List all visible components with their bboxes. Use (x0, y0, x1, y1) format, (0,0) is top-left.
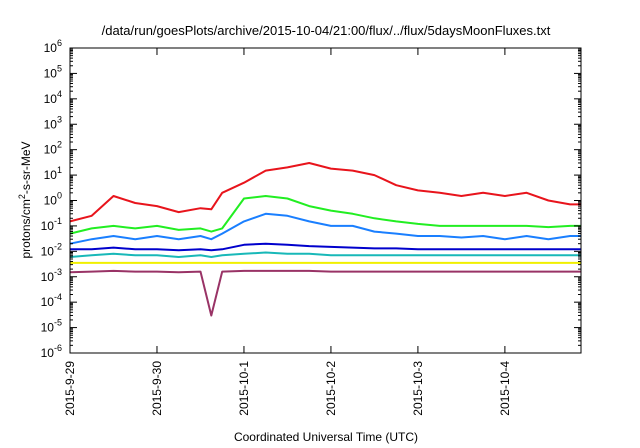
plot-area (69, 162, 581, 317)
x-tick-label: 2015-9-29 (63, 361, 77, 416)
x-axis-label: Coordinated Universal Time (UTC) (234, 430, 418, 444)
y-tick-label: 104 (44, 89, 62, 106)
series-line-1 (69, 162, 581, 223)
y-tick-label: 103 (44, 114, 62, 131)
series-line-3 (69, 212, 581, 245)
y-tick-label: 102 (44, 140, 62, 157)
y-tick-label: 100 (44, 191, 62, 208)
y-tick-label: 10-1 (41, 216, 62, 233)
y-tick-label: 106 (44, 38, 62, 55)
y-tick-label: 10-4 (41, 292, 62, 309)
x-tick-label: 2015-10-1 (237, 361, 251, 416)
y-tick-label: 10-3 (41, 267, 62, 284)
x-axis: 2015-9-29 2015-9-30 2015-10-1 2015-10-2 2015… (63, 48, 512, 416)
x-tick-label: 2015-10-2 (324, 361, 338, 416)
y-axis-label: protons/cm2-s-sr-MeV (17, 141, 33, 258)
x-tick-label: 2015-10-4 (498, 361, 512, 416)
y-tick-label: 101 (44, 165, 62, 182)
series-line-5 (69, 251, 581, 258)
y-tick-label: 10-2 (41, 241, 62, 258)
plot-frame (69, 47, 582, 354)
y-axis: 10-6 10-5 10-4 10-3 10-2 10-1 100 101 102 103 104 1… (41, 38, 581, 360)
y-tick-label: 10-6 (41, 343, 62, 360)
y-tick-label: 105 (44, 63, 62, 80)
y-axis-label-pre: protons/cm (19, 199, 33, 258)
x-tick-label: 2015-9-30 (150, 361, 164, 416)
series-line-4 (70, 242, 581, 252)
y-tick-label: 10-5 (41, 318, 62, 335)
x-tick-label: 2015-10-3 (411, 361, 425, 416)
series-line-2 (69, 195, 581, 235)
chart-title: /data/run/goesPlots/archive/2015-10-04/2… (102, 23, 551, 38)
series-line-7 (69, 269, 581, 317)
y-axis-label-sup: 2 (17, 194, 27, 199)
y-axis-label-post: -s-sr-MeV (19, 141, 33, 194)
